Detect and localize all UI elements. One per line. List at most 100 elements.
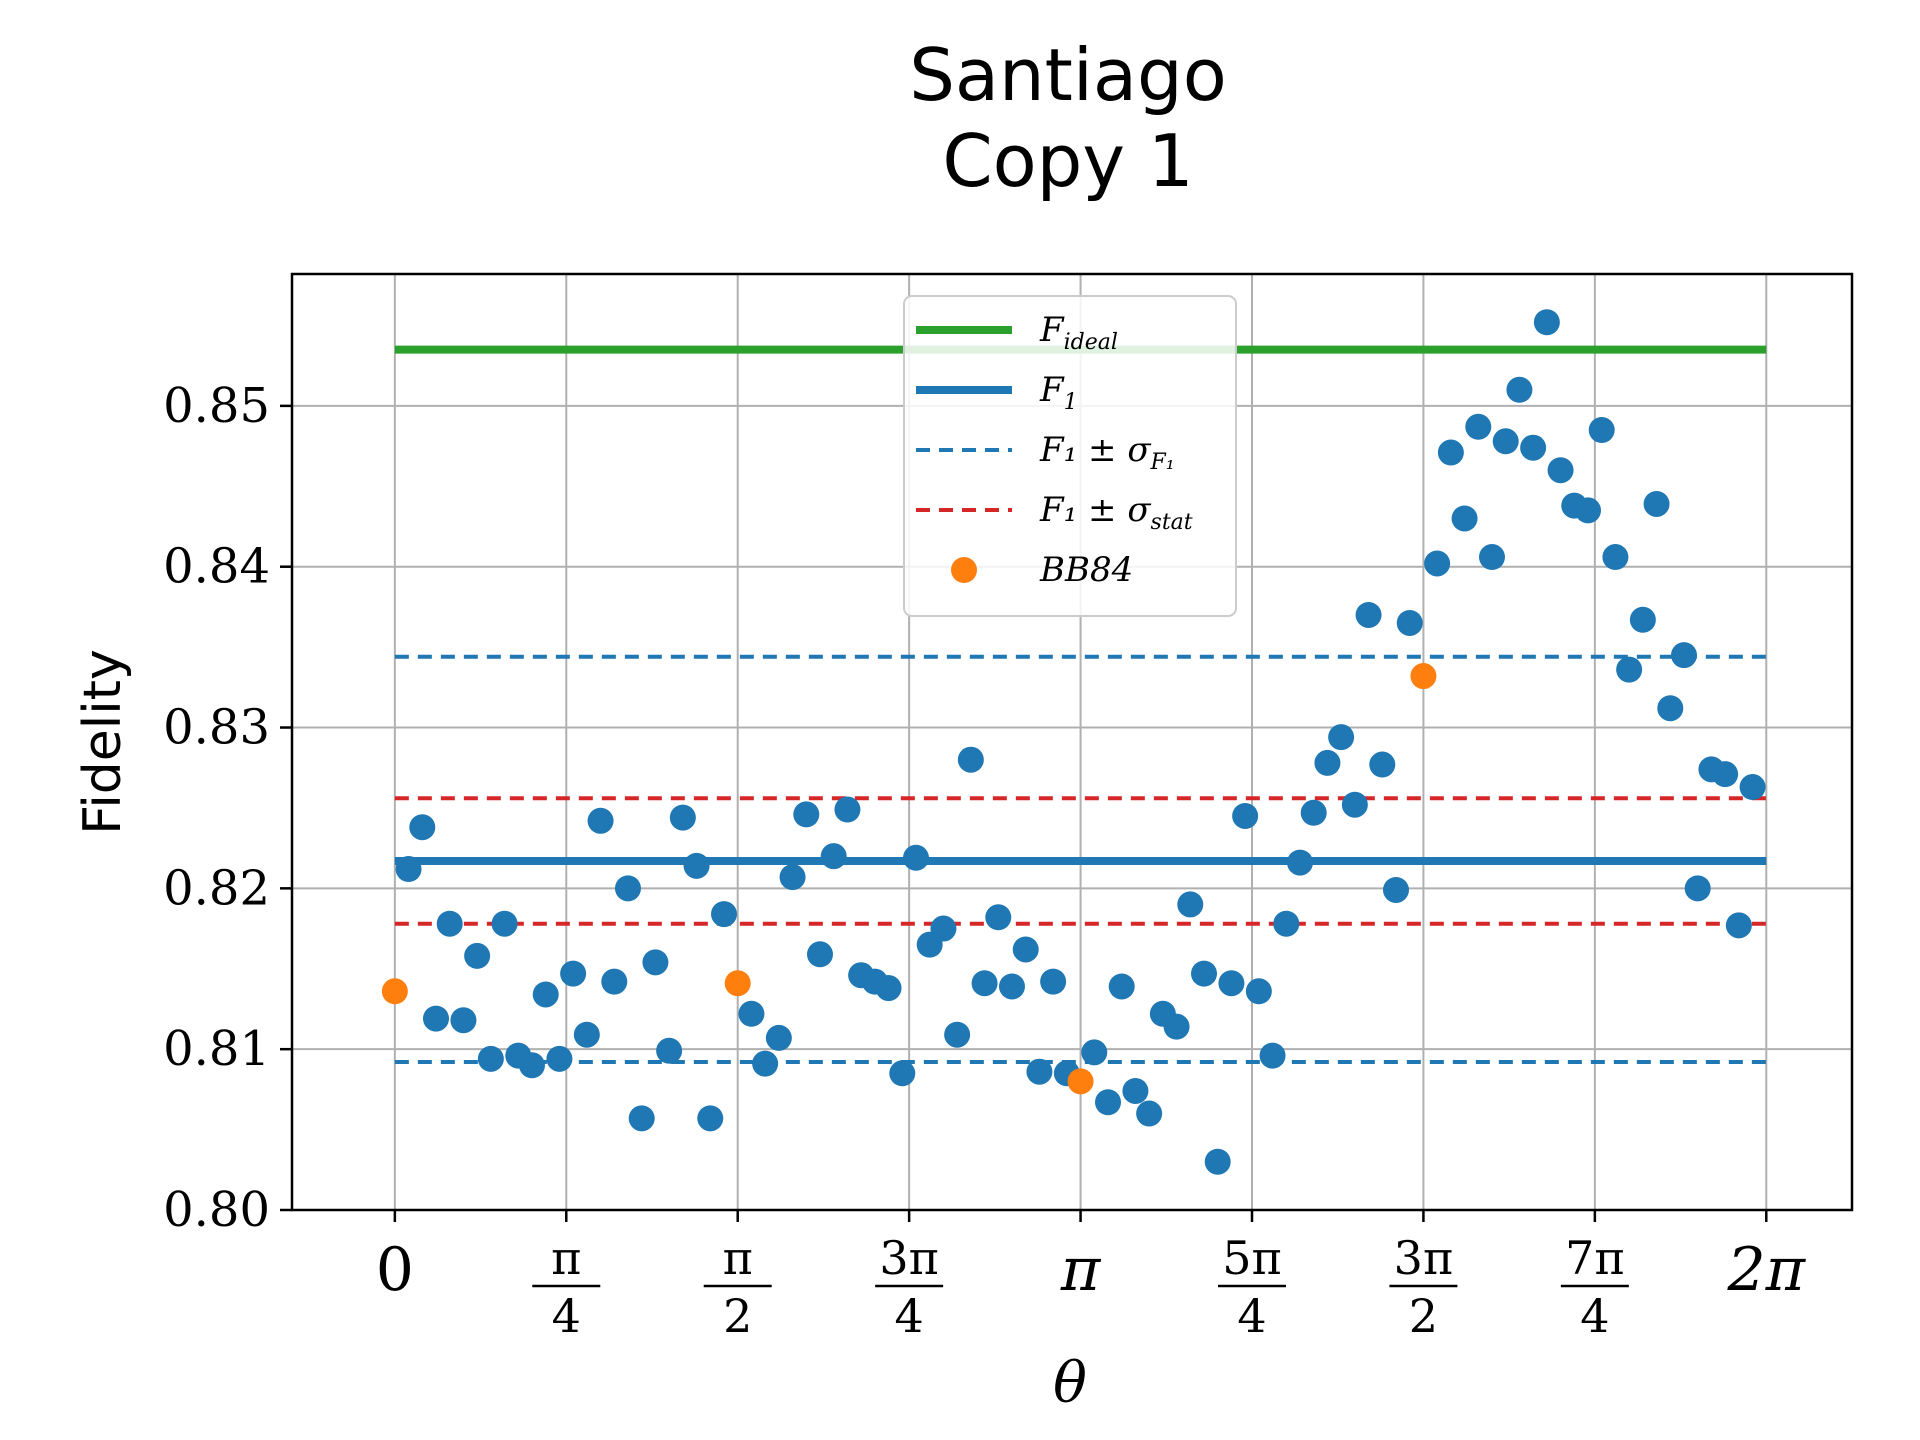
data-point bbox=[450, 1007, 477, 1034]
x-tick-label: π bbox=[1060, 1235, 1102, 1305]
data-point bbox=[1533, 309, 1560, 336]
x-tick-numerator: π bbox=[551, 1231, 581, 1285]
data-point bbox=[1684, 875, 1711, 902]
data-point bbox=[422, 1005, 449, 1032]
x-tick-label: π2 bbox=[703, 1231, 772, 1343]
data-point bbox=[601, 968, 628, 995]
bb84-point bbox=[381, 978, 408, 1005]
data-point bbox=[806, 941, 833, 968]
x-tick-denominator: 4 bbox=[1580, 1289, 1609, 1343]
data-point bbox=[998, 973, 1025, 1000]
data-point bbox=[944, 1021, 971, 1048]
x-tick-label: 3π2 bbox=[1389, 1231, 1458, 1343]
data-point bbox=[491, 910, 518, 937]
data-point bbox=[1520, 434, 1547, 461]
legend-swatch bbox=[951, 557, 977, 583]
data-point bbox=[1725, 912, 1752, 939]
data-point bbox=[1451, 505, 1478, 532]
data-point bbox=[656, 1037, 683, 1064]
data-point bbox=[1739, 774, 1766, 801]
data-point bbox=[1273, 910, 1300, 937]
data-point bbox=[711, 901, 738, 928]
x-tick-label: 2π bbox=[1726, 1235, 1806, 1305]
data-point bbox=[1122, 1077, 1149, 1104]
data-point bbox=[395, 856, 422, 883]
data-point bbox=[1218, 970, 1245, 997]
y-tick-label: 0.80 bbox=[163, 1182, 270, 1238]
data-point bbox=[930, 915, 957, 942]
data-point bbox=[1355, 601, 1382, 628]
data-point bbox=[738, 1000, 765, 1027]
chart-title-line-2: Copy 1 bbox=[942, 119, 1193, 203]
y-axis: 0.80 0.81 0.82 0.83 0.84 0.85 bbox=[163, 378, 292, 1238]
data-point bbox=[1328, 724, 1355, 751]
data-point bbox=[1190, 960, 1217, 987]
y-tick-label: 0.85 bbox=[163, 378, 270, 434]
legend: Fideal F1 F₁ ± σF₁ F₁ ± σstat BB84 bbox=[903, 295, 1237, 617]
x-tick-label: 3π4 bbox=[875, 1231, 944, 1343]
data-point bbox=[1286, 849, 1313, 876]
y-tick-label: 0.83 bbox=[163, 700, 270, 756]
data-point bbox=[1369, 751, 1396, 778]
data-point bbox=[546, 1045, 573, 1072]
legend-label: F1 bbox=[1039, 370, 1078, 415]
data-point bbox=[1204, 1148, 1231, 1175]
bb84-point bbox=[1410, 663, 1437, 690]
data-point bbox=[1629, 606, 1656, 633]
data-point bbox=[985, 904, 1012, 931]
x-tick-numerator: 7π bbox=[1565, 1231, 1625, 1285]
data-point bbox=[464, 942, 491, 969]
data-point bbox=[1108, 973, 1135, 1000]
x-tick-denominator: 4 bbox=[1237, 1289, 1266, 1343]
data-point bbox=[834, 796, 861, 823]
x-tick-numerator: 3π bbox=[1394, 1231, 1454, 1285]
data-point bbox=[779, 864, 806, 891]
data-point bbox=[1081, 1039, 1108, 1066]
data-point bbox=[1492, 428, 1519, 455]
data-point bbox=[518, 1052, 545, 1079]
x-tick-numerator: 5π bbox=[1222, 1231, 1282, 1285]
data-point bbox=[1396, 609, 1423, 636]
data-point bbox=[1602, 544, 1629, 571]
data-point bbox=[1712, 761, 1739, 788]
data-point bbox=[1026, 1058, 1053, 1085]
data-point bbox=[1259, 1042, 1286, 1069]
data-point bbox=[1163, 1013, 1190, 1040]
data-point bbox=[477, 1045, 504, 1072]
data-point bbox=[765, 1024, 792, 1051]
data-point bbox=[1382, 876, 1409, 903]
data-point bbox=[1465, 413, 1492, 440]
data-point bbox=[1657, 695, 1684, 722]
x-tick-denominator: 4 bbox=[552, 1289, 581, 1343]
data-point bbox=[683, 852, 710, 879]
data-point bbox=[875, 975, 902, 1002]
y-tick-label: 0.84 bbox=[163, 539, 270, 595]
data-point bbox=[1575, 497, 1602, 524]
y-tick-label: 0.82 bbox=[163, 860, 270, 916]
bb84-point bbox=[1067, 1068, 1094, 1095]
data-point bbox=[1095, 1089, 1122, 1116]
data-point bbox=[793, 801, 820, 828]
data-point bbox=[1300, 799, 1327, 826]
x-tick-denominator: 2 bbox=[1409, 1289, 1438, 1343]
data-point bbox=[532, 981, 559, 1008]
data-point bbox=[1547, 457, 1574, 484]
data-point bbox=[1437, 439, 1464, 466]
legend-label: BB84 bbox=[1039, 550, 1133, 590]
x-axis-label: θ bbox=[1053, 1351, 1087, 1416]
data-point bbox=[957, 746, 984, 773]
data-point bbox=[902, 844, 929, 871]
data-point bbox=[889, 1060, 916, 1087]
x-tick-label: 7π4 bbox=[1560, 1231, 1629, 1343]
x-tick-denominator: 2 bbox=[723, 1289, 752, 1343]
data-point bbox=[614, 875, 641, 902]
data-point bbox=[1478, 544, 1505, 571]
data-point bbox=[1588, 417, 1615, 443]
data-point bbox=[1245, 978, 1272, 1005]
data-point bbox=[1424, 550, 1451, 577]
x-tick-label: 5π4 bbox=[1217, 1231, 1286, 1343]
legend-label: F₁ ± σstat bbox=[1039, 490, 1193, 535]
data-point bbox=[1506, 376, 1533, 403]
data-point bbox=[587, 807, 614, 834]
